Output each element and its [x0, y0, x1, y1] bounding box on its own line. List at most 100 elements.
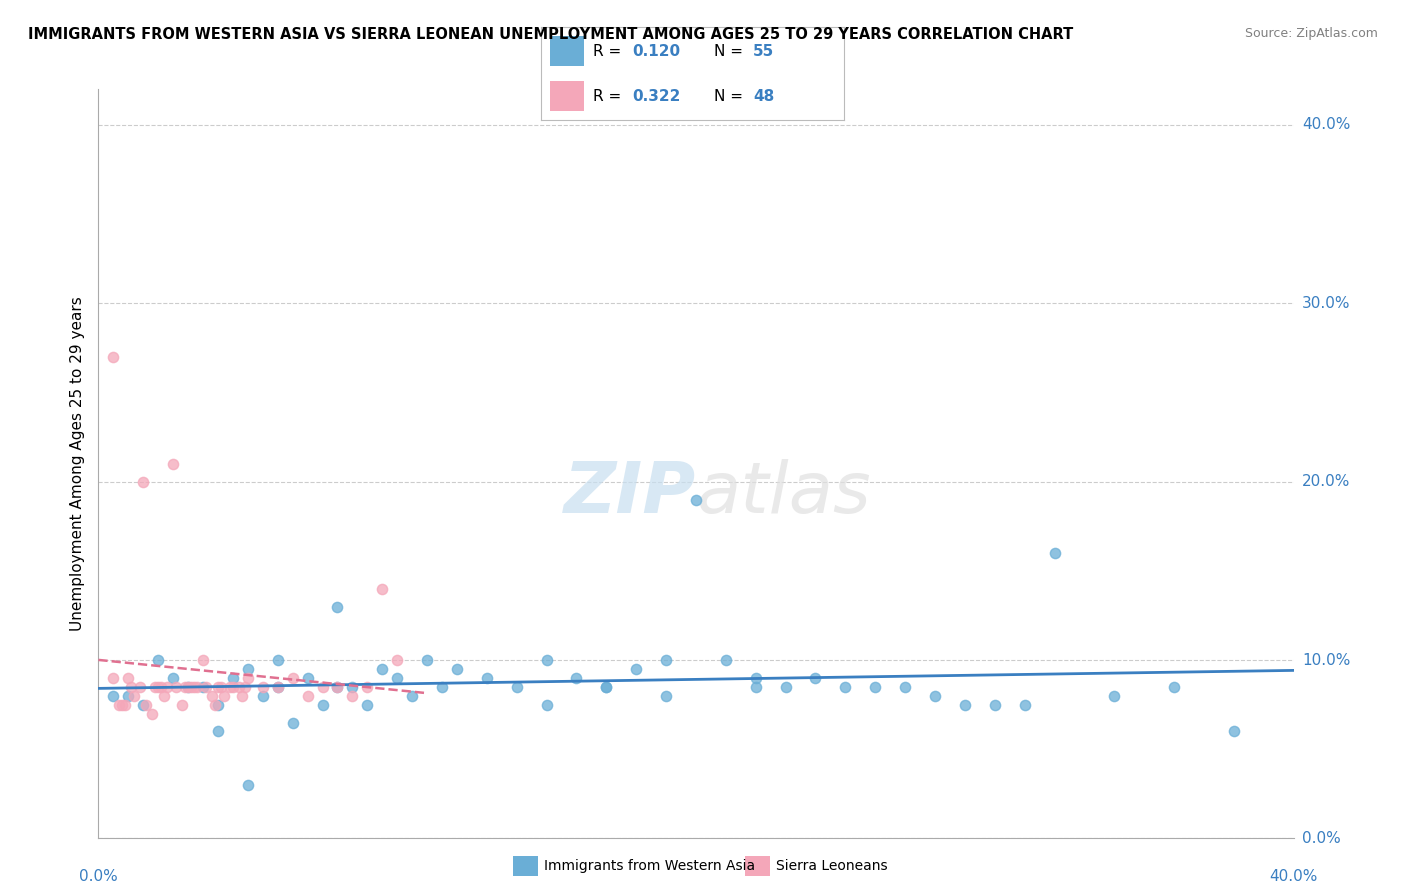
Point	[222, 680, 245, 694]
Point	[1104, 689, 1126, 703]
Point	[191, 680, 214, 694]
Point	[416, 653, 439, 667]
Point	[236, 662, 259, 676]
Point	[834, 680, 856, 694]
Point	[953, 698, 976, 712]
Point	[506, 680, 529, 694]
Point	[714, 653, 737, 667]
Text: 40.0%: 40.0%	[1302, 118, 1350, 132]
Point	[209, 680, 232, 694]
Point	[297, 689, 319, 703]
Text: 0.120: 0.120	[633, 44, 681, 59]
Point	[162, 671, 184, 685]
Text: R =: R =	[593, 88, 626, 103]
Point	[1014, 698, 1036, 712]
Point	[156, 680, 179, 694]
Point	[132, 475, 155, 489]
Text: 40.0%: 40.0%	[1270, 869, 1317, 884]
Point	[745, 671, 768, 685]
Point	[231, 689, 253, 703]
Text: ZIP: ZIP	[564, 459, 696, 528]
Point	[207, 724, 229, 739]
Point	[326, 599, 349, 614]
Point	[207, 680, 229, 694]
Point	[281, 715, 304, 730]
Point	[536, 653, 558, 667]
Point	[191, 653, 214, 667]
Point	[385, 671, 409, 685]
Text: N =: N =	[714, 88, 748, 103]
Point	[267, 653, 290, 667]
Point	[183, 680, 205, 694]
Point	[342, 680, 364, 694]
Point	[172, 698, 194, 712]
Point	[195, 680, 218, 694]
Point	[117, 689, 139, 703]
Point	[150, 680, 173, 694]
Point	[177, 680, 200, 694]
Point	[108, 698, 131, 712]
Point	[565, 671, 588, 685]
Point	[430, 680, 453, 694]
Point	[685, 492, 707, 507]
Point	[267, 680, 290, 694]
Point	[177, 680, 200, 694]
Point	[326, 680, 349, 694]
Point	[326, 680, 349, 694]
Point	[281, 671, 304, 685]
Point	[236, 671, 259, 685]
Point	[103, 350, 125, 364]
Point	[356, 680, 378, 694]
Point	[475, 671, 498, 685]
Text: IMMIGRANTS FROM WESTERN ASIA VS SIERRA LEONEAN UNEMPLOYMENT AMONG AGES 25 TO 29 : IMMIGRANTS FROM WESTERN ASIA VS SIERRA L…	[28, 27, 1073, 42]
Point	[595, 680, 617, 694]
Point	[117, 671, 139, 685]
Point	[311, 698, 333, 712]
Text: Source: ZipAtlas.com: Source: ZipAtlas.com	[1244, 27, 1378, 40]
Point	[129, 680, 152, 694]
Point	[894, 680, 917, 694]
Text: N =: N =	[714, 44, 748, 59]
Point	[114, 698, 136, 712]
Point	[984, 698, 1007, 712]
Y-axis label: Unemployment Among Ages 25 to 29 years: Unemployment Among Ages 25 to 29 years	[69, 296, 84, 632]
Point	[371, 582, 394, 596]
Point	[1043, 546, 1066, 560]
Point	[222, 671, 245, 685]
Point	[297, 671, 319, 685]
Point	[148, 653, 170, 667]
FancyBboxPatch shape	[550, 81, 583, 111]
FancyBboxPatch shape	[550, 36, 583, 66]
Point	[212, 689, 235, 703]
Point	[626, 662, 648, 676]
Point	[655, 653, 678, 667]
Point	[311, 680, 333, 694]
Point	[401, 689, 423, 703]
Point	[180, 680, 202, 694]
Point	[1163, 680, 1185, 694]
Point	[236, 778, 259, 792]
Point	[204, 698, 226, 712]
Point	[228, 680, 250, 694]
Text: 0.322: 0.322	[633, 88, 681, 103]
Point	[219, 680, 242, 694]
Point	[135, 698, 157, 712]
Point	[924, 689, 946, 703]
Point	[446, 662, 468, 676]
Text: R =: R =	[593, 44, 626, 59]
Point	[1223, 724, 1246, 739]
Point	[865, 680, 887, 694]
Point	[111, 698, 134, 712]
Point	[162, 457, 184, 471]
Point	[655, 689, 678, 703]
Point	[595, 680, 617, 694]
Point	[143, 680, 166, 694]
Text: 10.0%: 10.0%	[1302, 653, 1350, 667]
Point	[233, 680, 256, 694]
Point	[356, 698, 378, 712]
Point	[120, 680, 142, 694]
Point	[342, 689, 364, 703]
Point	[132, 698, 155, 712]
Text: 55: 55	[754, 44, 775, 59]
Point	[252, 689, 274, 703]
